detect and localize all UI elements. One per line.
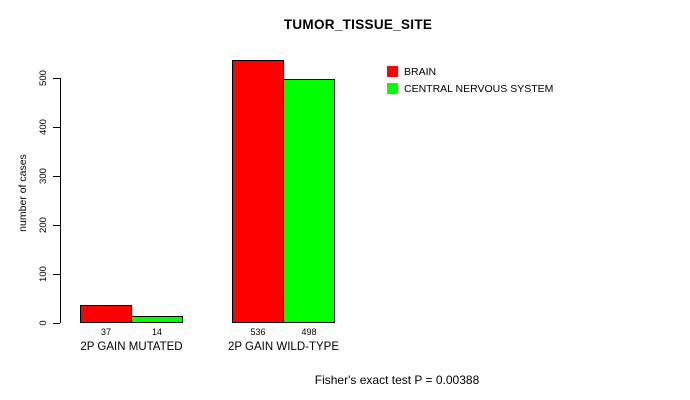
y-axis-label: number of cases (17, 154, 29, 232)
y-axis-tick-label: 500 (38, 70, 49, 86)
y-axis-tick-label: 100 (38, 266, 49, 282)
bar-value-label: 37 (100, 327, 112, 337)
x-category-label: 2P GAIN WILD-TYPE (228, 341, 339, 353)
y-axis-tick (53, 176, 60, 177)
legend-swatch-central-nervous-system (387, 83, 398, 94)
bar-value-label: 14 (151, 327, 163, 337)
legend-swatch-brain (387, 66, 398, 77)
legend: BRAIN CENTRAL NERVOUS SYSTEM (387, 63, 553, 97)
y-axis-tick (53, 127, 60, 128)
y-axis-tick (53, 274, 60, 275)
bar-value-label: 498 (301, 327, 317, 337)
bar-brain-0 (80, 305, 132, 323)
legend-item-brain: BRAIN (387, 63, 553, 80)
y-axis-tick (53, 323, 60, 324)
y-axis-tick-label: 200 (38, 217, 49, 233)
bar-value-label: 536 (250, 327, 266, 337)
y-axis-tick (53, 225, 60, 226)
y-axis-tick-label: 300 (38, 168, 49, 184)
legend-item-central-nervous-system: CENTRAL NERVOUS SYSTEM (387, 80, 553, 97)
chart-title: TUMOR_TISSUE_SITE (283, 17, 433, 32)
y-axis-tick-label: 400 (38, 119, 49, 135)
y-axis-tick (53, 78, 60, 79)
bar-central-nervous-system-0 (131, 316, 183, 323)
x-category-label: 2P GAIN MUTATED (80, 341, 183, 353)
annotation-fisher-test: Fisher's exact test P = 0.00388 (314, 373, 480, 387)
y-axis-line (60, 78, 61, 323)
bar-central-nervous-system-1 (283, 79, 335, 323)
y-axis-tick-label: 0 (38, 320, 49, 326)
legend-label-central-nervous-system: CENTRAL NERVOUS SYSTEM (404, 82, 554, 95)
legend-label-brain: BRAIN (404, 65, 437, 78)
bar-brain-1 (232, 60, 284, 323)
